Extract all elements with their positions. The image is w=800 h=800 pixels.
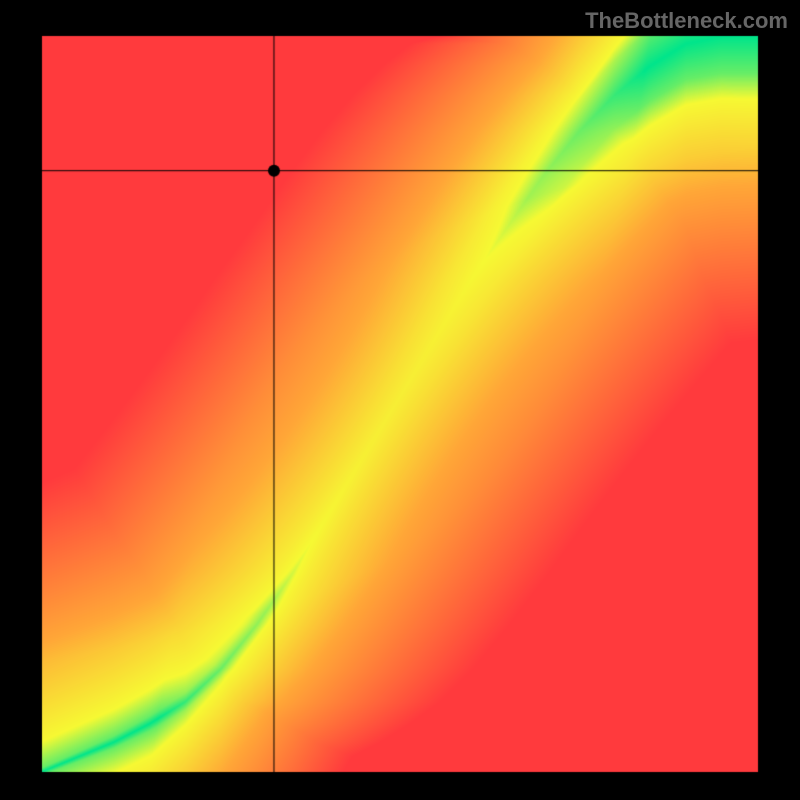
bottleneck-heatmap	[0, 0, 800, 800]
attribution-text: TheBottleneck.com	[585, 8, 788, 34]
chart-container: TheBottleneck.com	[0, 0, 800, 800]
